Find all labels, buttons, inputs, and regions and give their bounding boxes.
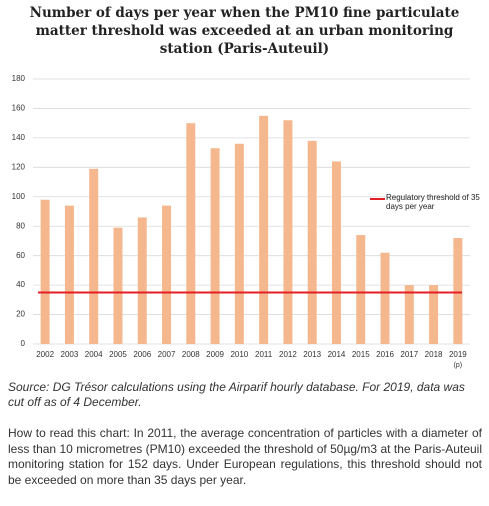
bar	[40, 199, 50, 344]
x-tick-label: 2007	[158, 350, 176, 359]
x-tick-label: 2014	[328, 350, 346, 359]
x-tick-label: 2011	[255, 350, 273, 359]
legend-label: Regulatory threshold of 35 days per year	[386, 193, 480, 211]
y-tick-label: 120	[12, 162, 26, 171]
x-tick-note: (p)	[454, 362, 463, 369]
bar	[210, 148, 220, 344]
y-tick-label: 0	[21, 339, 26, 348]
bar	[380, 252, 390, 344]
bar	[356, 235, 366, 344]
bar	[283, 120, 293, 344]
x-tick-label: 2009	[206, 350, 224, 359]
bar	[307, 140, 317, 344]
x-tick-label: 2004	[85, 350, 103, 359]
bar	[234, 143, 244, 344]
bar	[186, 123, 196, 345]
x-tick-label: 2005	[109, 350, 127, 359]
y-tick-label: 180	[12, 74, 26, 83]
chart: 0 20 40 60 80 100 120 140 160 180 2002 2003 2004 2005…	[12, 74, 470, 369]
x-tick-label: 2012	[279, 350, 297, 359]
bar	[331, 161, 341, 344]
x-tick-label: 2019	[449, 350, 467, 359]
y-tick-label: 140	[12, 133, 26, 142]
bar	[259, 115, 269, 344]
bar	[404, 285, 414, 344]
bar	[113, 227, 123, 344]
x-tick-label: 2002	[36, 350, 54, 359]
bar	[162, 205, 172, 344]
y-tick-label: 80	[16, 221, 25, 230]
bar	[453, 238, 463, 344]
y-tick-label: 160	[12, 104, 26, 113]
x-tick-label: 2013	[303, 350, 321, 359]
source: Source: DG Trésor calculations using the…	[8, 380, 465, 409]
y-tick-label: 20	[16, 310, 25, 319]
bar	[89, 168, 99, 344]
x-tick-label: 2008	[182, 350, 200, 359]
x-tick-label: 2006	[133, 350, 151, 359]
bar	[64, 205, 74, 344]
x-tick-label: 2003	[61, 350, 79, 359]
y-tick-label: 60	[16, 251, 25, 260]
y-tick-label: 40	[16, 280, 25, 289]
x-tick-label: 2015	[352, 350, 370, 359]
bar	[137, 217, 147, 344]
x-tick-label: 2018	[425, 350, 443, 359]
bar	[429, 285, 439, 344]
x-tick-label: 2016	[376, 350, 394, 359]
chart-title: Number of days per year when the PM10 fi…	[29, 5, 460, 57]
x-tick-label: 2010	[230, 350, 248, 359]
note: How to read this chart: In 2011, the ave…	[8, 426, 482, 487]
y-tick-label: 100	[12, 192, 26, 201]
x-tick-label: 2017	[400, 350, 418, 359]
